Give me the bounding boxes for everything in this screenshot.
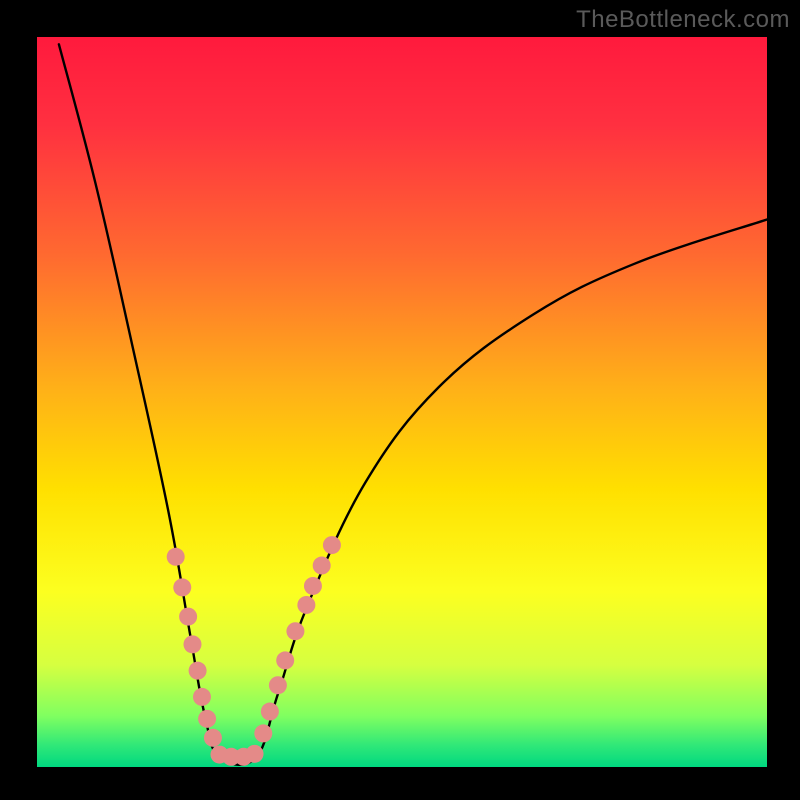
curve-marker: [286, 622, 304, 640]
curve-marker: [173, 578, 191, 596]
curve-marker: [189, 662, 207, 680]
curve-marker: [246, 745, 264, 763]
curve-marker: [183, 635, 201, 653]
curve-marker: [167, 548, 185, 566]
curve-marker: [313, 557, 331, 575]
curve-marker: [179, 608, 197, 626]
curve-marker: [254, 724, 272, 742]
curve-marker: [204, 729, 222, 747]
chart-svg: [0, 0, 800, 800]
curve-marker: [304, 577, 322, 595]
curve-marker: [323, 536, 341, 554]
curve-marker: [276, 651, 294, 669]
gradient-area: [37, 37, 767, 767]
curve-marker: [198, 710, 216, 728]
curve-marker: [261, 703, 279, 721]
chart-stage: TheBottleneck.com: [0, 0, 800, 800]
curve-marker: [297, 596, 315, 614]
watermark-label: TheBottleneck.com: [576, 6, 790, 34]
curve-marker: [269, 676, 287, 694]
curve-marker: [193, 688, 211, 706]
